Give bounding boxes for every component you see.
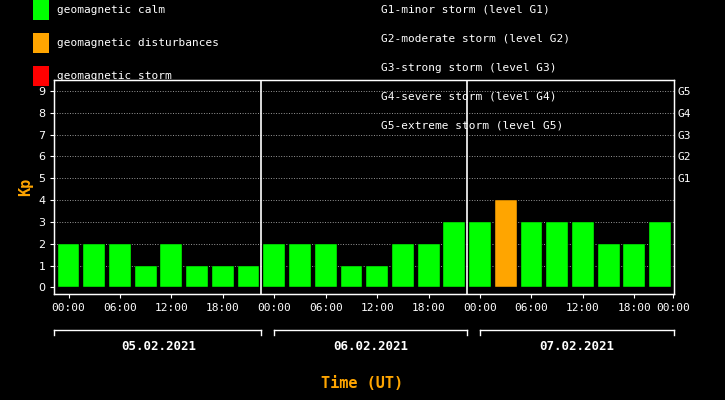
- Bar: [418, 244, 439, 288]
- Bar: [341, 266, 362, 288]
- Bar: [469, 222, 491, 288]
- Bar: [444, 222, 465, 288]
- Bar: [238, 266, 260, 288]
- Y-axis label: Kp: Kp: [17, 178, 33, 196]
- Text: geomagnetic calm: geomagnetic calm: [57, 5, 165, 15]
- Text: 05.02.2021: 05.02.2021: [121, 340, 196, 352]
- Bar: [597, 244, 620, 288]
- Text: Time (UT): Time (UT): [321, 376, 404, 392]
- Bar: [186, 266, 208, 288]
- Bar: [547, 222, 568, 288]
- Text: geomagnetic disturbances: geomagnetic disturbances: [57, 38, 219, 48]
- Text: G3-strong storm (level G3): G3-strong storm (level G3): [381, 63, 556, 73]
- Text: G1-minor storm (level G1): G1-minor storm (level G1): [381, 5, 550, 15]
- Bar: [212, 266, 233, 288]
- Bar: [495, 200, 517, 288]
- Bar: [135, 266, 157, 288]
- Bar: [366, 266, 388, 288]
- Text: G2-moderate storm (level G2): G2-moderate storm (level G2): [381, 34, 570, 44]
- Bar: [109, 244, 131, 288]
- Bar: [392, 244, 414, 288]
- Text: G4-severe storm (level G4): G4-severe storm (level G4): [381, 91, 556, 101]
- Text: 06.02.2021: 06.02.2021: [334, 340, 408, 352]
- Text: G5-extreme storm (level G5): G5-extreme storm (level G5): [381, 120, 563, 130]
- Bar: [57, 244, 80, 288]
- Text: 07.02.2021: 07.02.2021: [539, 340, 614, 352]
- Bar: [315, 244, 336, 288]
- Bar: [263, 244, 285, 288]
- Bar: [289, 244, 311, 288]
- Text: geomagnetic storm: geomagnetic storm: [57, 70, 172, 81]
- Bar: [624, 244, 645, 288]
- Bar: [521, 222, 542, 288]
- Bar: [649, 222, 671, 288]
- Bar: [83, 244, 105, 288]
- Bar: [160, 244, 182, 288]
- Bar: [572, 222, 594, 288]
